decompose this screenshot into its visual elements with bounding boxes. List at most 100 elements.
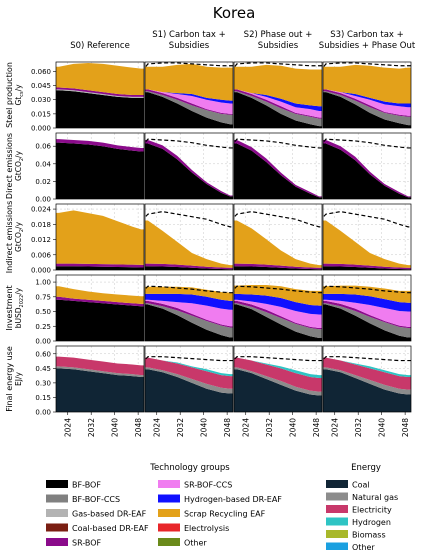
row-ylabel: Investment bUSD2022/y — [5, 285, 25, 330]
y-tick-label: 0.50 — [35, 308, 51, 316]
ylabel-unit: bUSD2022/y — [14, 287, 25, 328]
reference-dashed-line — [145, 138, 233, 149]
panel-frame — [233, 132, 323, 200]
y-tick-label: 0.000 — [31, 125, 51, 133]
legends: Technology groups BF-BOF BF-BOF-CCS Gas-bas… — [46, 463, 398, 550]
ylabel-unit: GtCO2/y — [14, 150, 25, 181]
y-tick-label: 0.60 — [35, 350, 51, 358]
scenario-header: Subsidies — [169, 41, 210, 51]
y-tick-label: 0.75 — [35, 293, 51, 301]
area-bf-bof-ccs — [323, 91, 411, 126]
panel-4-1 — [145, 346, 233, 412]
area-sr-bof-ccs — [145, 299, 233, 327]
legend-swatch — [158, 538, 180, 546]
area-scrap-recycling-eaf — [56, 286, 144, 304]
x-tick-label: 2024 — [331, 418, 340, 437]
area-electricity — [323, 357, 411, 390]
legend-label: BF-BOF — [72, 481, 101, 490]
legend-label: SR-BOF — [72, 539, 102, 548]
panel-4-0 — [56, 346, 144, 412]
area-scrap-recycling-eaf — [234, 285, 322, 306]
area-hydrogen-based-dr-eaf — [323, 293, 411, 312]
panel-1-0 — [56, 133, 144, 199]
area-bf-bof-ccs — [234, 91, 322, 127]
scenario-header: S0) Reference — [70, 41, 130, 51]
area-sr-bof — [145, 89, 233, 115]
area-natural-gas — [234, 367, 322, 396]
legend-label: BF-BOF-CCS — [72, 495, 120, 504]
panel-2-3 — [323, 204, 411, 270]
scenario-header: Subsidies + Phase Out — [319, 41, 416, 51]
area-bf-bof-ccs — [234, 303, 322, 339]
area-bf-bof — [323, 304, 411, 341]
panel-frame — [322, 274, 412, 342]
ylabel-unit: GtCO2/y — [14, 221, 25, 252]
area-bf-bof — [145, 143, 233, 199]
reference-dashed-line — [234, 62, 322, 67]
panel-0-1 — [145, 62, 233, 128]
x-tick-label: 2048 — [134, 418, 143, 437]
area-sr-bof-ccs — [234, 299, 322, 329]
y-tick-label: 0.000 — [31, 267, 51, 275]
reference-dashed-line — [145, 211, 233, 228]
panel-1-3 — [323, 133, 411, 199]
area-bf-bof-ccs — [145, 91, 233, 125]
area-bf-bof — [234, 266, 322, 270]
panel-frame — [144, 203, 234, 271]
panel-frame — [233, 61, 323, 129]
legend-label: Other — [184, 539, 207, 548]
area-sr-bof — [234, 263, 322, 270]
area-sr-bof — [145, 140, 233, 197]
panel-3-0 — [56, 275, 144, 341]
y-tick-label: 0.00 — [35, 409, 51, 417]
area-natural-gas — [145, 367, 233, 394]
y-tick-label: 0.045 — [31, 82, 51, 90]
y-tick-label: 0.30 — [35, 379, 51, 387]
area-coal — [234, 369, 322, 412]
area-sr-bof — [145, 300, 233, 328]
panel-4-3 — [323, 346, 411, 412]
panel-frame — [55, 132, 145, 200]
reference-dashed-line — [145, 62, 233, 67]
area-bf-bof — [145, 304, 233, 341]
panel-3-1 — [145, 275, 233, 341]
y-tick-label: 0.012 — [31, 236, 51, 244]
legend-label: Scrap Recycling EAF — [184, 510, 266, 519]
legend-swatch — [46, 538, 68, 546]
area-sr-bof — [323, 300, 411, 329]
area-bf-bof — [323, 143, 411, 199]
x-tick-label: 2024 — [153, 418, 162, 437]
panel-0-2 — [234, 62, 322, 128]
area-electricity — [145, 357, 233, 389]
area-scrap-recycling-eaf — [56, 62, 144, 95]
legend-swatch — [46, 509, 68, 517]
x-tick-label: 2048 — [312, 418, 321, 437]
panel-frame — [55, 61, 145, 129]
panel-3-3 — [323, 275, 411, 341]
area-bf-bof — [145, 92, 233, 128]
x-tick-label: 2032 — [87, 418, 96, 437]
area-coal — [145, 369, 233, 412]
legend-swatch — [158, 509, 180, 517]
legend-label: Gas-based DR-EAF — [72, 510, 147, 519]
area-bf-bof — [234, 143, 322, 199]
scenario-header: S2) Phase out + — [244, 30, 313, 40]
area-sr-bof — [56, 296, 144, 307]
reference-dashed-line — [234, 211, 322, 228]
area-scrap-recycling-eaf — [323, 285, 411, 303]
reference-dashed-line — [323, 138, 411, 149]
panel-2-0 — [56, 204, 144, 270]
y-tick-label: 0.00 — [35, 196, 51, 204]
area-scrap-recycling-eaf — [145, 220, 233, 268]
panel-frame — [322, 61, 412, 129]
area-sr-bof — [56, 139, 144, 152]
area-sr-bof — [145, 263, 233, 270]
area-hydrogen-based-dr-eaf — [145, 293, 233, 310]
panel-frame — [55, 203, 145, 271]
area-sr-bof — [234, 300, 322, 330]
panel-frame — [233, 345, 323, 413]
legend-label: SR-BOF-CCS — [184, 481, 232, 490]
reference-dashed-line — [323, 356, 411, 362]
area-bf-bof-ccs — [145, 303, 233, 338]
panel-frame — [55, 345, 145, 413]
